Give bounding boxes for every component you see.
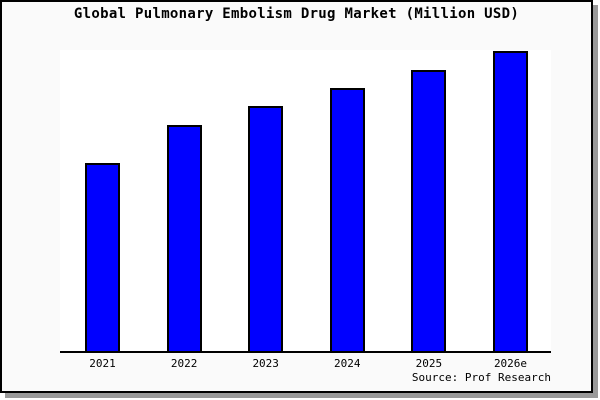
x-tick-label-2026e: 2026e [493, 357, 528, 370]
x-tick-label-2024: 2024 [334, 357, 361, 370]
x-tick-label-2025: 2025 [415, 357, 443, 370]
bar-2025 [411, 70, 447, 351]
bar-2023 [248, 106, 284, 351]
source-note: Source: Prof Research [411, 371, 551, 384]
x-tick-label-2022: 2022 [170, 357, 198, 370]
x-tick-label-2021: 2021 [89, 357, 116, 370]
x-tick-label-2023: 2023 [252, 357, 279, 370]
chart-frame: Global Pulmonary Embolism Drug Market (M… [0, 0, 593, 393]
chart-title: Global Pulmonary Embolism Drug Market (M… [73, 6, 520, 22]
bar-2022 [166, 125, 202, 351]
bar-2026e [493, 51, 528, 351]
bar-2021 [85, 163, 120, 351]
plot-area [60, 50, 551, 353]
bar-2024 [329, 88, 365, 351]
